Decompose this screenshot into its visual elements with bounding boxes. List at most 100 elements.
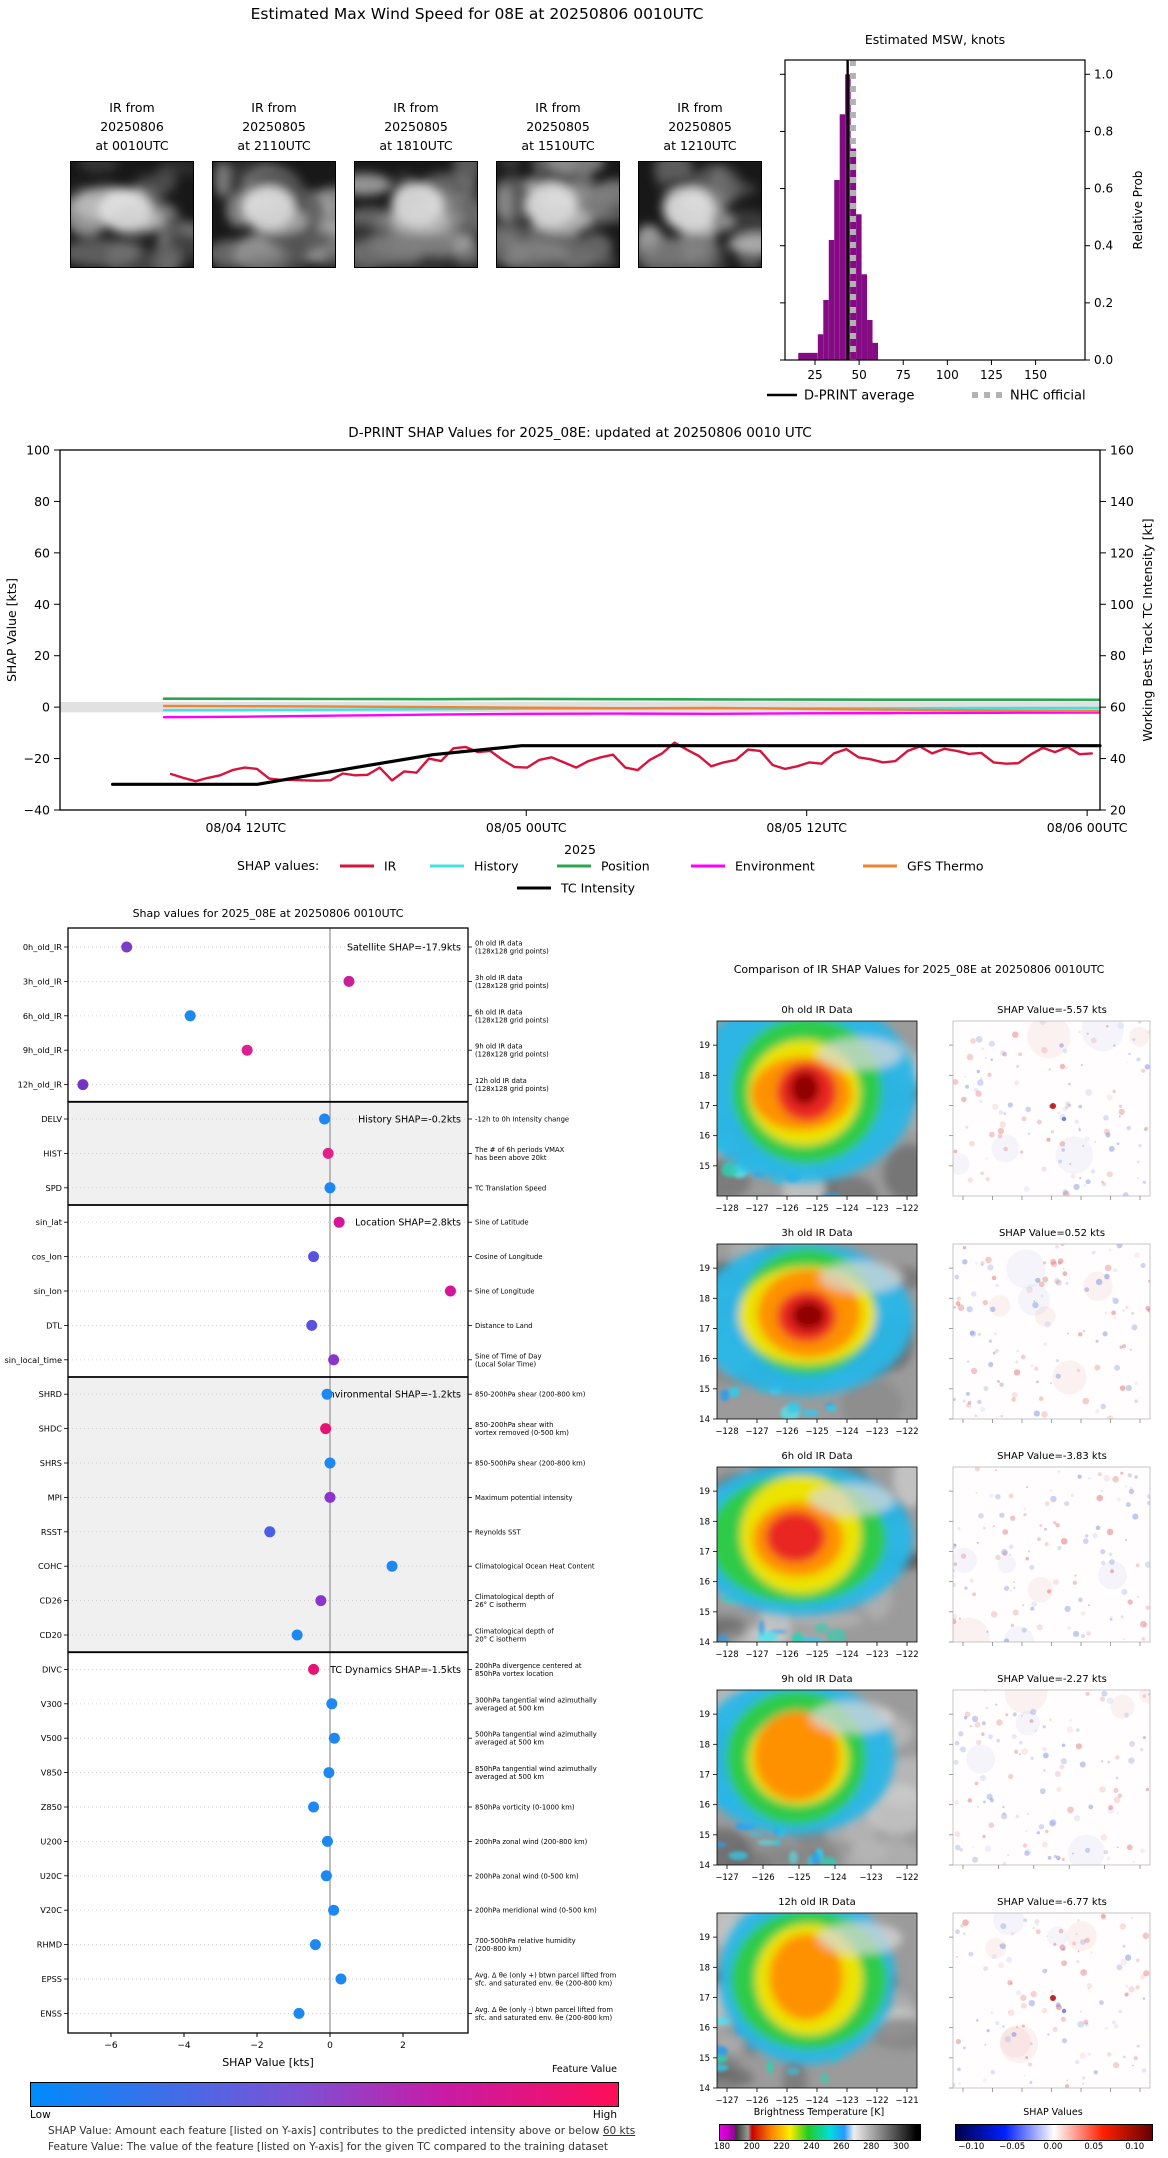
ir-map-image	[717, 1690, 917, 1865]
timeseries-ytick-left: −20	[24, 751, 50, 766]
feature-tick-label: MPI	[48, 1492, 62, 1502]
feature-desc: Sine of Latitude	[475, 1219, 529, 1227]
shap-dot-V500	[328, 1732, 340, 1744]
ir-map-ytick: 17	[699, 1101, 710, 1111]
ir-map-ytick: 14	[699, 1415, 710, 1425]
timeseries-xtick-label: 08/05 00UTC	[486, 820, 567, 835]
shap-dot-3h_old_IR	[343, 975, 355, 987]
feature-desc: Distance to Land	[475, 1322, 532, 1330]
feature-desc: 26° C isotherm	[475, 1601, 527, 1609]
feature-desc: 500hPa tangential wind azimuthally	[475, 1731, 597, 1739]
dotplot-xtick-label: 2	[400, 2041, 406, 2051]
shap-dot-U20C	[320, 1870, 332, 1882]
ir-thumbnail-label: IR from 20250805 at 1810UTC	[379, 100, 453, 153]
feature-tick-label: RHMD	[37, 1940, 62, 1950]
histogram-xtick-label: 150	[1024, 368, 1047, 382]
ir-map-xtick: −125	[805, 1427, 828, 1437]
dotplot-xtick-label: −6	[104, 2041, 118, 2051]
shap-dot-V20C	[328, 1904, 340, 1916]
feature-desc: 6h old IR data	[475, 1008, 523, 1016]
timeseries-ytick-right: 80	[1110, 648, 1126, 663]
feature-desc: Cosine of Longitude	[475, 1253, 543, 1261]
ir-map-xtick: −125	[775, 2096, 798, 2106]
histogram-ylabel: Relative Prob	[1131, 171, 1145, 250]
histogram-bar	[839, 114, 846, 361]
bt-tick-label: 300	[892, 2142, 910, 2152]
section-label: Environmental SHAP=-1.2kts	[323, 1390, 461, 1401]
feature-tick-label: SHDC	[39, 1424, 63, 1434]
feature-tick-label: sin_local_time	[5, 1355, 63, 1365]
shap-dot-12h_old_IR	[77, 1079, 89, 1091]
feature-desc: TC Translation Speed	[474, 1184, 546, 1192]
ir-map-xtick: −127	[745, 1427, 768, 1437]
feature-desc: 200hPa meridional wind (0-500 km)	[475, 1907, 597, 1915]
ir-map-ytick: 17	[699, 1770, 710, 1780]
ir-map-xtick: −125	[805, 1204, 828, 1214]
ir-map-ytick: 17	[699, 1324, 710, 1334]
feature-desc: Climatological Ocean Heat Content	[475, 1563, 595, 1571]
feature-desc: has been above 20kt	[475, 1154, 547, 1162]
shap-map-image	[953, 1021, 1150, 1196]
histogram-ytick-label: 0.4	[1094, 239, 1113, 253]
histogram-bar	[861, 274, 868, 360]
dotplot-xlabel: SHAP Value [kts]	[222, 2056, 314, 2068]
ir-map-xtick: −127	[715, 2096, 738, 2106]
histogram-ytick-label: 1.0	[1094, 67, 1113, 81]
timeseries-xtick-label: 08/04 12UTC	[205, 820, 286, 835]
feature-tick-label: 6h_old_IR	[23, 1011, 62, 1021]
ir-thumbnail-label: IR from 20250805 at 1210UTC	[663, 100, 737, 153]
ir-map-xtick: −123	[865, 1650, 888, 1660]
ir-map-xtick: −126	[775, 1650, 798, 1660]
shap-dot-HIST	[322, 1147, 334, 1159]
ir-map-ytick: 18	[699, 1740, 710, 1750]
feature-desc: 850-200hPa shear (200-800 km)	[475, 1391, 586, 1399]
feature-value-colorbar	[30, 2082, 619, 2107]
bt-colorbar	[719, 2124, 921, 2141]
feature-desc: 200hPa zonal wind (200-800 km)	[475, 1838, 588, 1846]
ir-map-ytick: 17	[699, 1547, 710, 1557]
section-label: History SHAP=-0.2kts	[358, 1115, 461, 1126]
feature-tick-label: DTL	[46, 1320, 62, 1330]
feature-desc: 200hPa divergence centered at	[475, 1662, 582, 1670]
timeseries-xlabel: 2025	[564, 842, 596, 857]
feature-desc: (128x128 grid points)	[475, 1016, 549, 1024]
feature-desc: Avg. Δ θe (only +) btwn parcel lifted fr…	[475, 1972, 617, 1980]
legend-label-environment: Environment	[735, 859, 815, 874]
shap-timeseries-chart: D-PRINT SHAP Values for 2025_08E: update…	[4, 425, 1155, 896]
shap-dot-RSST	[264, 1526, 276, 1538]
bt-tick-label: 280	[863, 2142, 880, 2152]
feature-tick-label: HIST	[43, 1148, 63, 1158]
feature-tick-label: 3h_old_IR	[23, 976, 62, 986]
feature-desc: 12h old IR data	[475, 1077, 527, 1085]
shap-dot-SPD	[324, 1182, 336, 1194]
feature-desc: (128x128 grid points)	[475, 948, 549, 956]
ir-thumbnail-image	[212, 161, 336, 268]
legend-label-history: History	[474, 859, 519, 874]
ir-map-xtick: −122	[895, 1427, 918, 1437]
ir-map-xtick: −123	[865, 1427, 888, 1437]
ir-map-ytick: 19	[699, 1264, 710, 1274]
ir-map-title: 6h old IR Data	[781, 1451, 852, 1462]
shap-tick-label: 0.00	[1043, 2142, 1063, 2152]
shap-map-title: SHAP Value=-6.77 kts	[997, 1897, 1107, 1908]
ir-map-ytick: 17	[699, 1993, 710, 2003]
feature-tick-label: 9h_old_IR	[23, 1045, 62, 1055]
shap-dot-CD20	[291, 1629, 303, 1641]
bt-tick-label: 240	[803, 2142, 820, 2152]
shap-dot-DTL	[306, 1319, 318, 1331]
ir-map-ytick: 18	[699, 1294, 710, 1304]
shap-dot-CD26	[315, 1595, 327, 1607]
shap-dot-DIVC	[308, 1663, 320, 1675]
feature-tick-label: V20C	[40, 1905, 62, 1915]
timeseries-xtick-label: 08/05 12UTC	[766, 820, 847, 835]
feature-tick-label: SHRS	[40, 1458, 62, 1468]
feature-tick-label: sin_lat	[36, 1217, 63, 1227]
ir-map-xtick: −128	[715, 1650, 738, 1660]
ir-thumbnail-4: IR from 20250805 at 1210UTC	[630, 98, 770, 268]
ir-map-ytick: 14	[699, 1638, 710, 1648]
shap-colorbar-title: SHAP Values	[1023, 2107, 1083, 2118]
histogram-xtick-label: 125	[980, 368, 1003, 382]
feature-tick-label: U200	[40, 1836, 62, 1846]
ir-thumbnail-image	[496, 161, 620, 268]
feature-tick-label: 12h_old_IR	[18, 1080, 63, 1090]
